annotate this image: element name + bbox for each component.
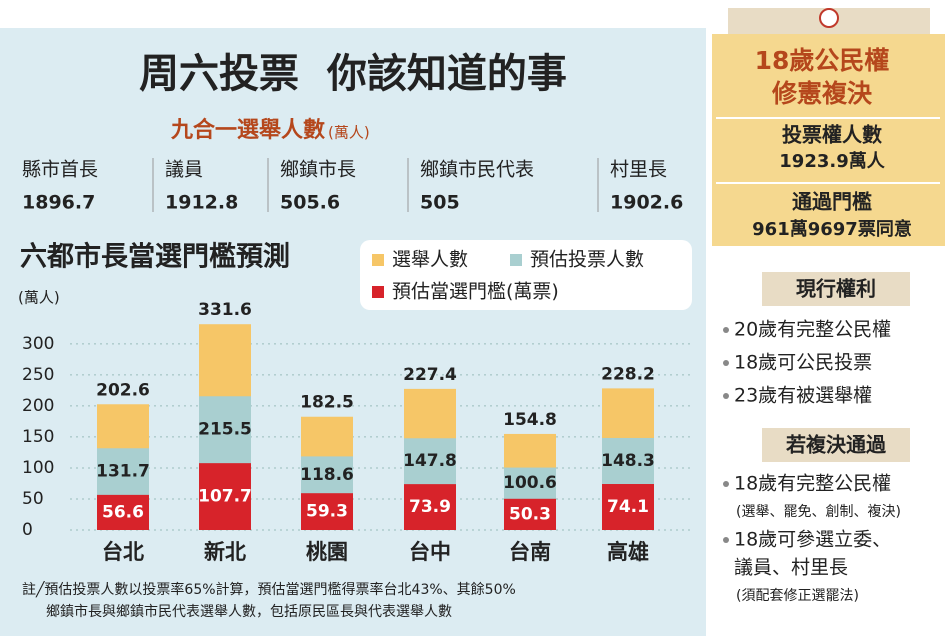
tag-text: 現行權利 [796, 277, 876, 301]
side-box [712, 34, 945, 246]
list-item: 18歲可公民投票 [734, 352, 872, 374]
stat-value: 1912.8 [165, 192, 238, 214]
value-label: 74.1 [607, 497, 649, 517]
bar [199, 463, 251, 530]
stat-value: 505.6 [280, 192, 340, 214]
list-item: 20歲有完整公民權 [734, 319, 891, 341]
list-item: (選舉、罷免、創制、複決) [736, 503, 901, 520]
legend-swatch [372, 286, 384, 298]
tag [762, 428, 910, 462]
stats-title: 九合一選舉人數 [170, 117, 325, 143]
value-label: 118.6 [300, 465, 354, 485]
tag [762, 272, 910, 306]
y-tick-label: 100 [22, 458, 54, 478]
list-item: 23歲有被選舉權 [734, 385, 872, 407]
bullet [723, 327, 729, 333]
x-tick-label: 台南 [509, 540, 551, 564]
stat-label: 村里長 [610, 159, 667, 181]
value-label: 227.4 [403, 365, 457, 385]
legend-label: 預估投票人數 [530, 249, 644, 271]
list-item: (須配套修正選罷法) [736, 588, 859, 604]
threshold-value: 961萬9697票同意 [752, 218, 912, 240]
stat-value: 505 [420, 192, 460, 214]
list-item: 18歲可參選立委、 [734, 529, 891, 551]
stat-label: 鄉鎮市長 [280, 159, 356, 181]
value-label: 148.3 [601, 451, 655, 471]
bar [404, 484, 456, 530]
value-label: 50.3 [509, 504, 551, 524]
y-tick-label: 300 [22, 334, 54, 354]
value-label: 100.6 [503, 473, 557, 493]
threshold-label: 通過門檻 [792, 190, 872, 214]
value-label: 107.7 [198, 487, 252, 507]
bar [602, 484, 654, 530]
bullet [723, 393, 729, 399]
x-tick-label: 台北 [102, 540, 144, 564]
y-tick-label: 200 [22, 396, 54, 416]
voters-value: 1923.9萬人 [779, 151, 885, 172]
bullet [723, 537, 729, 543]
x-tick-label: 台中 [409, 540, 451, 564]
chart-title: 六都市長當選門檻預測 [20, 241, 290, 273]
x-tick-label: 新北 [204, 540, 246, 564]
icon [819, 8, 839, 28]
stats-unit: (萬人) [328, 124, 370, 142]
bar [504, 498, 556, 530]
y-axis-label: (萬人) [18, 289, 60, 307]
y-tick-label: 50 [22, 489, 44, 509]
side-title: 18歲公民權 [755, 46, 890, 75]
y-tick-label: 250 [22, 365, 54, 385]
stat-value: 1902.6 [610, 192, 683, 214]
value-label: 228.2 [601, 364, 655, 384]
stat-label: 鄉鎮市民代表 [420, 159, 534, 181]
bar [97, 494, 149, 530]
value-label: 147.8 [403, 451, 457, 471]
voters-label: 投票權人數 [782, 123, 882, 147]
x-tick-label: 高雄 [607, 540, 649, 564]
value-label: 56.6 [102, 502, 144, 522]
value-label: 182.5 [300, 393, 354, 413]
note: 註╱預估投票人數以投票率65%計算，預估當選門檻得票率台北43%、其餘50% [22, 581, 516, 598]
value-label: 331.6 [198, 300, 252, 320]
value-label: 59.3 [306, 502, 348, 522]
stats-row: 縣市首長 1896.7 議員 1912.8 鄉鎮市長 505.6 鄉鎮市民代表 505 村里長 1… [22, 158, 683, 214]
main-panel [0, 28, 706, 636]
value-label: 154.8 [503, 410, 557, 430]
value-label: 73.9 [409, 497, 451, 517]
list: 20歲有完整公民權 18歲可公民投票 23歲有被選舉權 [723, 319, 891, 407]
x-tick-label: 桃園 [306, 540, 348, 564]
value-label: 202.6 [96, 380, 150, 400]
legend-swatch [372, 254, 384, 266]
y-tick-label: 150 [22, 427, 54, 447]
value-label: 131.7 [96, 462, 150, 482]
side-title: 修憲複決 [771, 79, 873, 108]
bullet [723, 481, 729, 487]
legend-label: 選舉人數 [392, 249, 468, 271]
list-item: 議員、村里長 [734, 557, 848, 579]
legend-swatch [510, 254, 522, 266]
note: 鄉鎮市長與鄉鎮市民代表選舉人數，包括原民區長與代表選舉人數 [46, 603, 452, 620]
main-title: 周六投票 你該知道的事 [139, 51, 567, 97]
stat-value: 1896.7 [22, 192, 95, 214]
value-label: 215.5 [198, 420, 252, 440]
y-tick-label: 0 [22, 520, 33, 540]
list-item: 18歲有完整公民權 [734, 473, 891, 495]
plot: 0 50 100 150 200 250 300 202.6 131.7 56.6 台北 331.6 2… [22, 300, 690, 564]
legend-box [360, 240, 692, 310]
stat-label: 議員 [165, 159, 203, 181]
list: 18歲有完整公民權 (選舉、罷免、創制、複決) 18歲可參選立委、議員、村里長 (須配… [723, 473, 901, 604]
legend-label: 預估當選門檻(萬票) [392, 281, 559, 303]
stat-label: 縣市首長 [22, 159, 98, 181]
bullet [723, 360, 729, 366]
bar [301, 493, 353, 530]
tag-text: 若複決通過 [785, 433, 887, 457]
